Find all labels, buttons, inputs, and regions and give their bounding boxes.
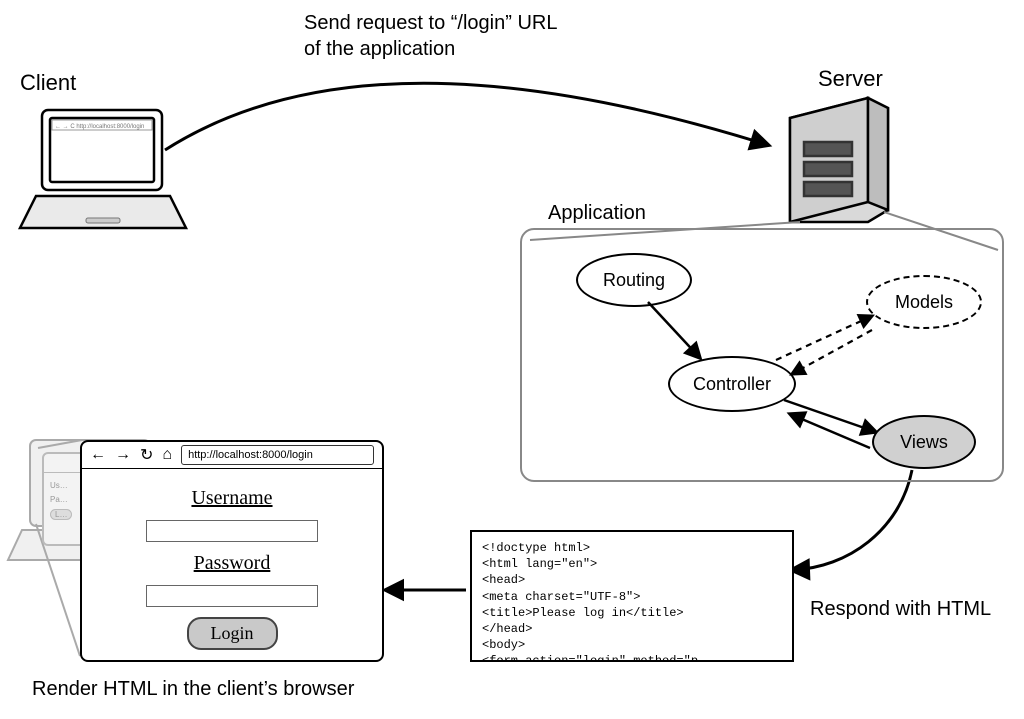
code-line: <meta charset="UTF-8"> bbox=[482, 589, 782, 605]
code-line: <html lang="en"> bbox=[482, 556, 782, 572]
client-label: Client bbox=[20, 70, 76, 96]
password-label: Password bbox=[194, 552, 271, 575]
code-line: <head> bbox=[482, 572, 782, 588]
address-bar[interactable]: http://localhost:8000/login bbox=[181, 445, 374, 465]
nav-forward-icon[interactable]: → bbox=[115, 446, 132, 464]
login-button-label: Login bbox=[211, 623, 254, 643]
login-browser: ← → ↻ ⌂ http://localhost:8000/login User… bbox=[80, 440, 384, 662]
code-line: </head> bbox=[482, 621, 782, 637]
node-models-label: Models bbox=[895, 292, 953, 313]
server-label: Server bbox=[818, 66, 883, 92]
address-text: http://localhost:8000/login bbox=[188, 449, 313, 461]
code-line: <form action="login" method="p bbox=[482, 653, 782, 662]
node-routing: Routing bbox=[576, 253, 692, 307]
application-label: Application bbox=[548, 202, 646, 225]
respond-html-label: Respond with HTML bbox=[810, 598, 991, 621]
html-snippet-box: <!doctype html><html lang="en"> <head> <… bbox=[470, 530, 794, 662]
browser-toolbar: ← → ↻ ⌂ http://localhost:8000/login bbox=[82, 442, 382, 469]
nav-back-icon[interactable]: ← bbox=[90, 446, 107, 464]
node-views-label: Views bbox=[900, 432, 948, 453]
username-label: Username bbox=[191, 487, 272, 510]
username-input[interactable] bbox=[146, 520, 318, 542]
code-line: <!doctype html> bbox=[482, 540, 782, 556]
node-controller: Controller bbox=[668, 356, 796, 412]
nav-reload-icon[interactable]: ↻ bbox=[140, 445, 154, 465]
code-line: <body> bbox=[482, 637, 782, 653]
node-controller-label: Controller bbox=[693, 374, 771, 395]
nav-home-icon[interactable]: ⌂ bbox=[162, 446, 173, 464]
node-views: Views bbox=[872, 415, 976, 469]
code-line: <title>Please log in</title> bbox=[482, 605, 782, 621]
request-label-1: Send request to “/login” URL bbox=[304, 12, 557, 35]
password-input[interactable] bbox=[146, 585, 318, 607]
login-button[interactable]: Login bbox=[187, 617, 278, 650]
request-label-2: of the application bbox=[304, 38, 455, 61]
diagram-canvas: ← → C http://localhost:8000/login bbox=[0, 0, 1024, 719]
node-routing-label: Routing bbox=[603, 270, 665, 291]
render-caption: Render HTML in the client’s browser bbox=[32, 678, 354, 701]
svg-text:← → C http://localhost:8000/l: ← → C http://localhost:8000/login bbox=[55, 124, 144, 130]
laptop-icon: ← → C http://localhost:8000/login bbox=[20, 110, 186, 228]
node-models: Models bbox=[866, 275, 982, 329]
server-icon bbox=[790, 98, 888, 222]
